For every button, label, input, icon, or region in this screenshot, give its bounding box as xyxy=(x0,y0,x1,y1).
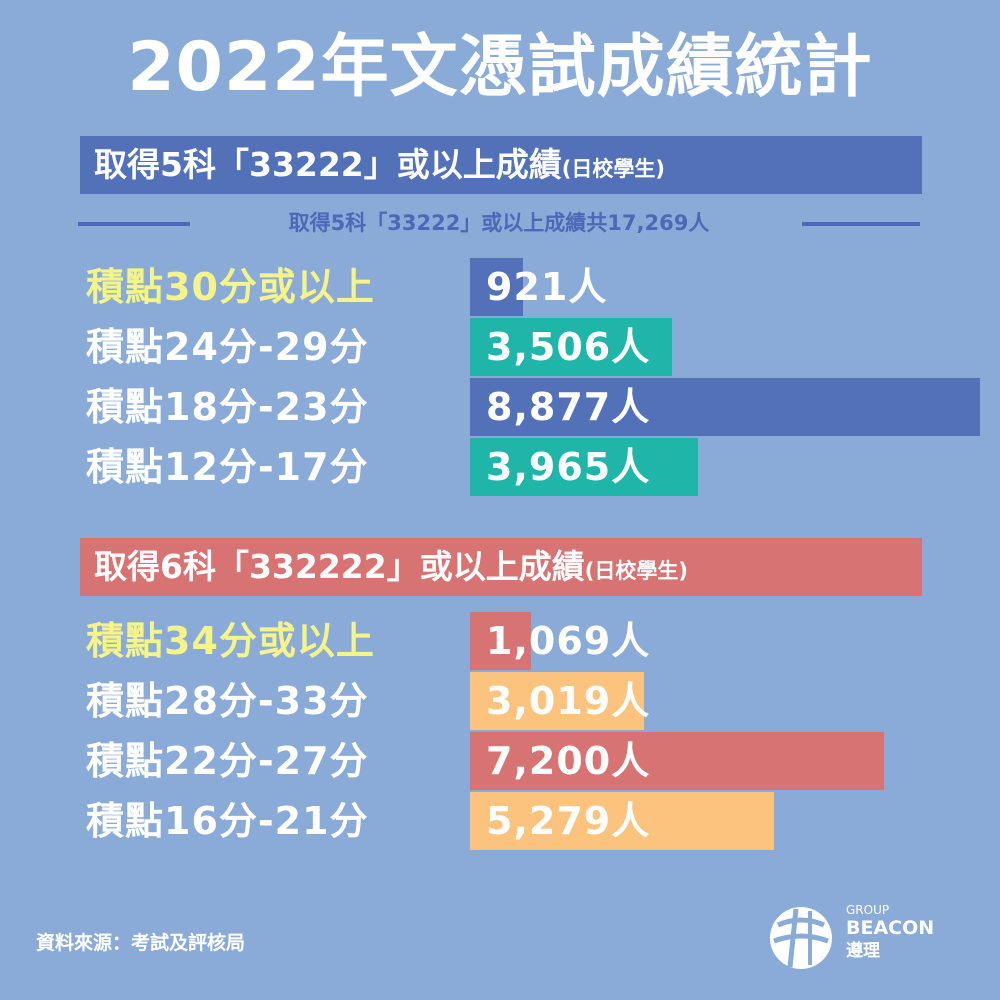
section-1-banner-title: 取得5科「33222」或以上成績 xyxy=(94,145,562,184)
section-2-bar xyxy=(470,732,884,790)
section-2-banner-title: 取得6科「332222」或以上成績 xyxy=(94,547,585,586)
section-1-value-label: 3,965人 xyxy=(486,445,651,489)
logo-group-text: GROUP xyxy=(846,903,890,917)
section-1-bar xyxy=(470,258,523,316)
section-2-category-label: 積點34分或以上 xyxy=(86,619,375,663)
section-1-banner: 取得5科「33222」或以上成績(日校學生) xyxy=(80,136,922,194)
section-1-value-label: 3,506人 xyxy=(486,325,651,369)
section-1-bar xyxy=(470,318,672,376)
section-1-bar xyxy=(470,378,980,436)
section-1-value-label: 8,877人 xyxy=(486,385,651,429)
logo-name-text: BEACON xyxy=(846,917,935,939)
section-2-bar xyxy=(470,792,774,850)
section-1-value-label: 921人 xyxy=(486,265,608,309)
left-rule-divider xyxy=(78,222,190,226)
section-1-category-label: 積點24分-29分 xyxy=(86,325,369,369)
section-2-value-label: 7,200人 xyxy=(486,739,651,783)
section-1-category-label: 積點12分-17分 xyxy=(86,445,369,489)
beacon-globe-icon xyxy=(770,907,832,969)
source-note: 資料來源：考試及評核局 xyxy=(36,932,246,954)
section-2-value-label: 3,019人 xyxy=(486,679,651,723)
section-1-category-label: 積點30分或以上 xyxy=(86,265,375,309)
right-rule-divider xyxy=(802,222,920,226)
section-2-banner: 取得6科「332222」或以上成績(日校學生) xyxy=(80,538,922,596)
section-2-bar xyxy=(470,672,644,730)
page-title: 2022年文憑試成績統計 xyxy=(127,28,873,107)
section-1-total-text: 取得5科「33222」或以上成績共17,269人 xyxy=(288,211,710,235)
section-2-banner-note: (日校學生) xyxy=(584,559,688,583)
section-2-category-label: 積點22分-27分 xyxy=(86,739,369,783)
section-1-banner-note: (日校學生) xyxy=(561,157,665,181)
logo-chinese-text: 遵理 xyxy=(846,941,880,961)
section-1-category-label: 積點18分-23分 xyxy=(86,385,369,429)
section-1-total-line: 取得5科「33222」或以上成績共17,269人 xyxy=(78,206,920,240)
beacon-logo: GROUP BEACON 遵理 xyxy=(766,897,966,977)
section-1-bar xyxy=(470,438,698,496)
section-2-category-label: 積點16分-21分 xyxy=(86,799,369,843)
section-2-value-label: 5,279人 xyxy=(486,799,651,843)
section-2-value-label: 1,069人 xyxy=(486,619,651,663)
section-2-bar xyxy=(470,612,531,670)
section-2-category-label: 積點28分-33分 xyxy=(86,679,369,723)
